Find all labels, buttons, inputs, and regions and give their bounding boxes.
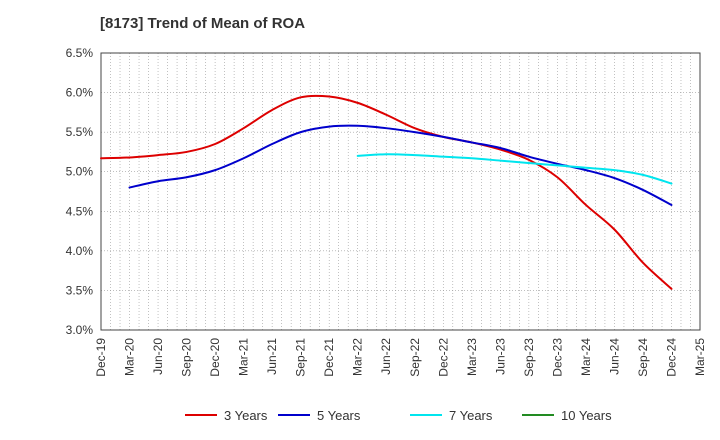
x-tick-label: Mar-23 [465, 338, 479, 376]
x-tick-label: Mar-25 [693, 338, 707, 376]
y-tick-label: 3.0% [66, 323, 94, 337]
legend-label-3-years: 3 Years [224, 408, 268, 423]
x-tick-label: Jun-20 [151, 338, 165, 375]
legend-label-7-years: 7 Years [449, 408, 493, 423]
x-tick-label: Dec-24 [664, 338, 678, 377]
x-tick-label: Jun-21 [265, 338, 279, 375]
x-tick-label: Sep-23 [522, 338, 536, 377]
x-tick-label: Sep-21 [294, 338, 308, 377]
series-line-3-years [100, 94, 673, 290]
x-tick-label: Jun-22 [379, 338, 393, 375]
x-tick-label: Mar-22 [351, 338, 365, 376]
x-tick-label: Jun-23 [493, 338, 507, 375]
x-tick-label: Dec-20 [208, 338, 222, 377]
x-tick-label: Dec-19 [94, 338, 108, 377]
x-tick-label: Sep-24 [636, 338, 650, 377]
y-tick-label: 4.0% [66, 244, 94, 258]
y-tick-label: 5.0% [66, 165, 94, 179]
plot-border [100, 52, 701, 331]
y-tick-label: 3.5% [66, 283, 94, 297]
legend-label-10-years: 10 Years [561, 408, 612, 423]
plot-area [101, 53, 700, 330]
x-tick-label: Mar-21 [237, 338, 251, 376]
y-tick-label: 4.5% [66, 204, 94, 218]
legend-label-5-years: 5 Years [317, 408, 361, 423]
x-tick-label: Sep-20 [180, 338, 194, 377]
y-tick-label: 6.0% [66, 86, 94, 100]
y-tick-label: 5.5% [66, 125, 94, 139]
x-tick-label: Mar-20 [123, 338, 137, 376]
x-tick-label: Jun-24 [607, 338, 621, 375]
x-tick-label: Dec-23 [550, 338, 564, 377]
x-tick-label: Dec-21 [322, 338, 336, 377]
series-line-7-years [356, 153, 673, 185]
x-tick-label: Sep-22 [408, 338, 422, 377]
y-tick-label: 6.5% [66, 46, 94, 60]
chart-title: [8173] Trend of Mean of ROA [100, 15, 306, 32]
x-tick-label: Mar-24 [579, 338, 593, 376]
series-line-5-years [128, 124, 673, 206]
x-tick-label: Dec-22 [436, 338, 450, 377]
